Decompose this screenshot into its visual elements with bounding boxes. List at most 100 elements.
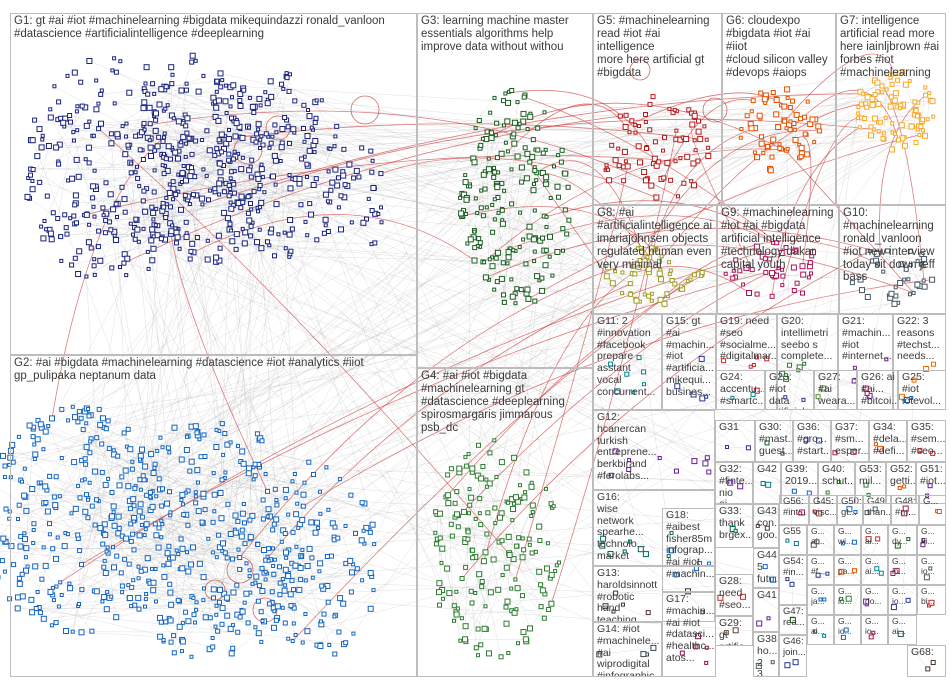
node [180,134,187,141]
group-cell-g34: G34: #dela... #defi... [869,420,907,462]
edge [535,183,547,238]
edge [257,257,509,434]
edge [187,97,495,492]
node [150,245,157,252]
node [233,246,239,252]
edge [30,168,250,171]
node [328,146,333,151]
node [56,99,62,105]
edge [874,114,920,119]
edge [242,288,683,612]
node [229,238,236,245]
group-label: G38: ho... 2 3... [757,633,779,677]
edge [187,121,234,197]
group-label: G... ai... [865,556,879,576]
node [215,232,222,239]
edge [140,67,172,490]
edge [142,150,258,545]
node [163,106,168,111]
edge [78,132,630,539]
node [258,146,262,150]
node [184,87,189,93]
edge [503,190,514,251]
edge [228,138,305,157]
edge [834,451,854,453]
node [220,78,225,83]
node [182,192,188,198]
group-cell-g5: G5: #machinelearning read #iot #ai intel… [593,13,722,205]
edge [685,138,699,162]
group-label: G27: #ai weara... [818,371,856,407]
edge [691,181,930,606]
self-loop [629,59,651,81]
edge [316,132,893,646]
node [238,166,245,173]
edge [517,588,654,649]
edge [163,110,367,220]
node [334,123,340,129]
node [137,184,142,189]
group-cell-g62: G... #f... [807,555,834,585]
edge [474,174,484,232]
intergroup-edge [644,127,756,295]
node [287,173,292,177]
node [286,88,292,94]
node [149,257,156,264]
node [115,215,119,219]
edge [108,495,351,554]
edge [172,274,702,558]
node [75,104,80,109]
node [299,156,305,162]
intergroup-edge [483,148,787,263]
group-label: G43: con... goo... [757,505,779,541]
edge [467,531,541,585]
edge [655,109,689,142]
node [146,266,151,271]
node [267,145,272,150]
node [96,126,102,132]
node [312,120,318,126]
edge [146,524,286,570]
edge [151,504,229,570]
node [67,113,73,118]
node [230,82,237,89]
node [306,108,310,112]
node [93,106,100,113]
group-cell-g8: G8: #ai #artificialintelligence ai imari… [593,205,717,314]
edge [0,492,113,547]
node [279,126,286,132]
node [121,196,128,203]
edge [19,467,155,579]
edge [496,183,516,294]
intergroup-edge [202,93,863,205]
group-cell-g18: G18: #aibest fisher85m infograp... #ai #… [662,508,716,592]
node [328,187,334,193]
group-label: G... ai... [811,526,825,546]
node [248,174,254,180]
node [260,142,266,148]
intergroup-edge [528,134,920,300]
edge [914,114,917,143]
edge [20,107,867,537]
edge [26,547,291,595]
group-label: G... #f... [811,556,826,576]
edge [466,186,558,199]
edge [215,174,290,627]
node [228,200,233,205]
edge [94,471,117,618]
node [170,179,176,185]
node [147,144,154,151]
intergroup-edge [485,227,881,278]
node [228,104,233,109]
node [177,246,182,251]
node [188,248,194,254]
edge [123,262,149,270]
edge [176,139,220,229]
node [175,118,182,125]
node [73,156,80,163]
node [217,192,222,197]
edge [495,523,542,607]
edge [262,590,325,615]
node [228,176,233,181]
